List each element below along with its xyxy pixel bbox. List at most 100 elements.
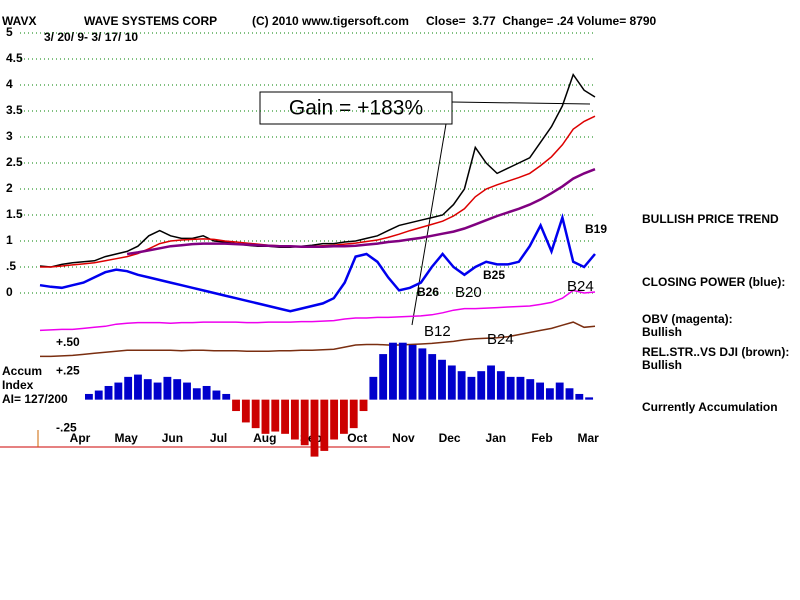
accum-bar [143, 379, 152, 400]
date-range: 3/ 20/ 9- 3/ 17/ 10 [44, 30, 138, 44]
x-tick-label: Feb [531, 431, 552, 445]
indicator-note: Bullish [642, 325, 682, 339]
accum-bar [447, 365, 456, 400]
accum-bar [134, 374, 142, 400]
signal-label: B19 [585, 222, 607, 236]
indicator-note: REL.STR..VS DJI (brown): [642, 345, 789, 359]
accum-bar [398, 342, 407, 400]
accum-bar [261, 399, 270, 434]
accum-bar [124, 376, 133, 400]
indicator-note: Currently Accumulation [642, 400, 778, 414]
accum-bar [232, 399, 240, 412]
accum-bar [94, 390, 103, 400]
accum-bar [349, 399, 358, 429]
symbol: WAVX [2, 14, 36, 28]
accum-bar [575, 393, 584, 400]
gain-line [451, 101, 591, 105]
accum-bar [545, 388, 554, 400]
signal-label: B25 [483, 268, 505, 282]
y-tick-label: 4.5 [6, 51, 23, 65]
y-tick-label: 2.5 [6, 155, 23, 169]
accum-bar [114, 382, 123, 400]
accum-bar [163, 376, 172, 400]
y-tick-label: .5 [6, 259, 16, 273]
accum-bar [271, 399, 280, 432]
accum-bar [173, 379, 182, 400]
accum-bar [477, 371, 486, 400]
x-tick-label: Jul [210, 431, 227, 445]
series-line [40, 321, 596, 358]
accum-bar [389, 342, 397, 400]
y-tick-label: -.25 [56, 420, 77, 434]
accum-title: Accum [2, 364, 42, 378]
accum-bar [457, 371, 466, 400]
accum-bar [438, 359, 446, 400]
accum-bar [526, 379, 535, 400]
quote: Close= 3.77 Change= .24 Volume= 8790 [426, 14, 657, 28]
accum-bar [496, 371, 505, 400]
accum-bar [222, 393, 231, 400]
accum-bar [418, 348, 427, 400]
accum-bar [506, 376, 515, 400]
accum-bar [555, 382, 564, 400]
accum-bar [487, 365, 495, 400]
signal-label: B20 [455, 284, 482, 301]
accum-bar [585, 397, 594, 400]
signal-label: B24 [567, 278, 594, 295]
series-line [39, 213, 596, 313]
signal-label: B12 [424, 323, 451, 340]
x-tick-label: Mar [578, 431, 600, 445]
accum-bar [310, 399, 319, 457]
y-tick-label: 3.5 [6, 103, 23, 117]
x-tick-label: May [115, 431, 139, 445]
x-tick-label: Apr [70, 431, 91, 445]
indicator-note: Bullish [642, 358, 682, 372]
indicator-note: CLOSING POWER (blue): [642, 275, 785, 289]
series-line [39, 289, 596, 332]
accum-bar [359, 399, 368, 412]
accum-bar [241, 399, 250, 423]
y-tick-label: 0 [6, 285, 13, 299]
accum-bar [104, 385, 113, 400]
accum-bar [300, 399, 309, 446]
accum-bar [428, 354, 437, 400]
x-tick-label: Jun [162, 431, 183, 445]
signal-label: B26 [417, 285, 439, 299]
accum-bar [281, 399, 289, 434]
accum-bar [516, 376, 525, 400]
accum-bar [369, 376, 378, 400]
accum-bar [85, 393, 93, 400]
accum-bar [330, 399, 339, 440]
indicator-note: OBV (magenta): [642, 312, 733, 326]
signal-label: B24 [487, 331, 514, 348]
accum-bar [408, 344, 417, 400]
accum-bar [153, 382, 162, 400]
series-line [39, 72, 596, 268]
accum-bar [202, 385, 211, 400]
y-tick-label: 2 [6, 181, 13, 195]
accum-bar [251, 399, 260, 429]
x-tick-label: Oct [347, 431, 367, 445]
accum-bar [183, 382, 191, 400]
y-tick-label: 4 [6, 77, 13, 91]
accum-bar [565, 388, 574, 400]
x-tick-label: Jan [485, 431, 506, 445]
x-tick-label: Dec [439, 431, 461, 445]
accum-bar [467, 376, 476, 400]
y-tick-label: 1.5 [6, 207, 23, 221]
y-tick-label: 5 [6, 25, 13, 39]
y-tick-label: 3 [6, 129, 13, 143]
indicator-note: BULLISH PRICE TREND [642, 212, 779, 226]
accum-bar [212, 390, 221, 400]
y-tick-label: 1 [6, 233, 13, 247]
x-tick-label: Aug [253, 431, 276, 445]
accum-bar [536, 382, 544, 400]
copyright: (C) 2010 www.tigersoft.com [252, 14, 409, 28]
x-tick-label: Nov [392, 431, 415, 445]
accum-bar [320, 399, 329, 451]
accum-annotation: AI= 127/200 [2, 392, 68, 406]
company: WAVE SYSTEMS CORP [84, 14, 217, 28]
gain-box [259, 91, 453, 125]
accum-bar [340, 399, 348, 434]
